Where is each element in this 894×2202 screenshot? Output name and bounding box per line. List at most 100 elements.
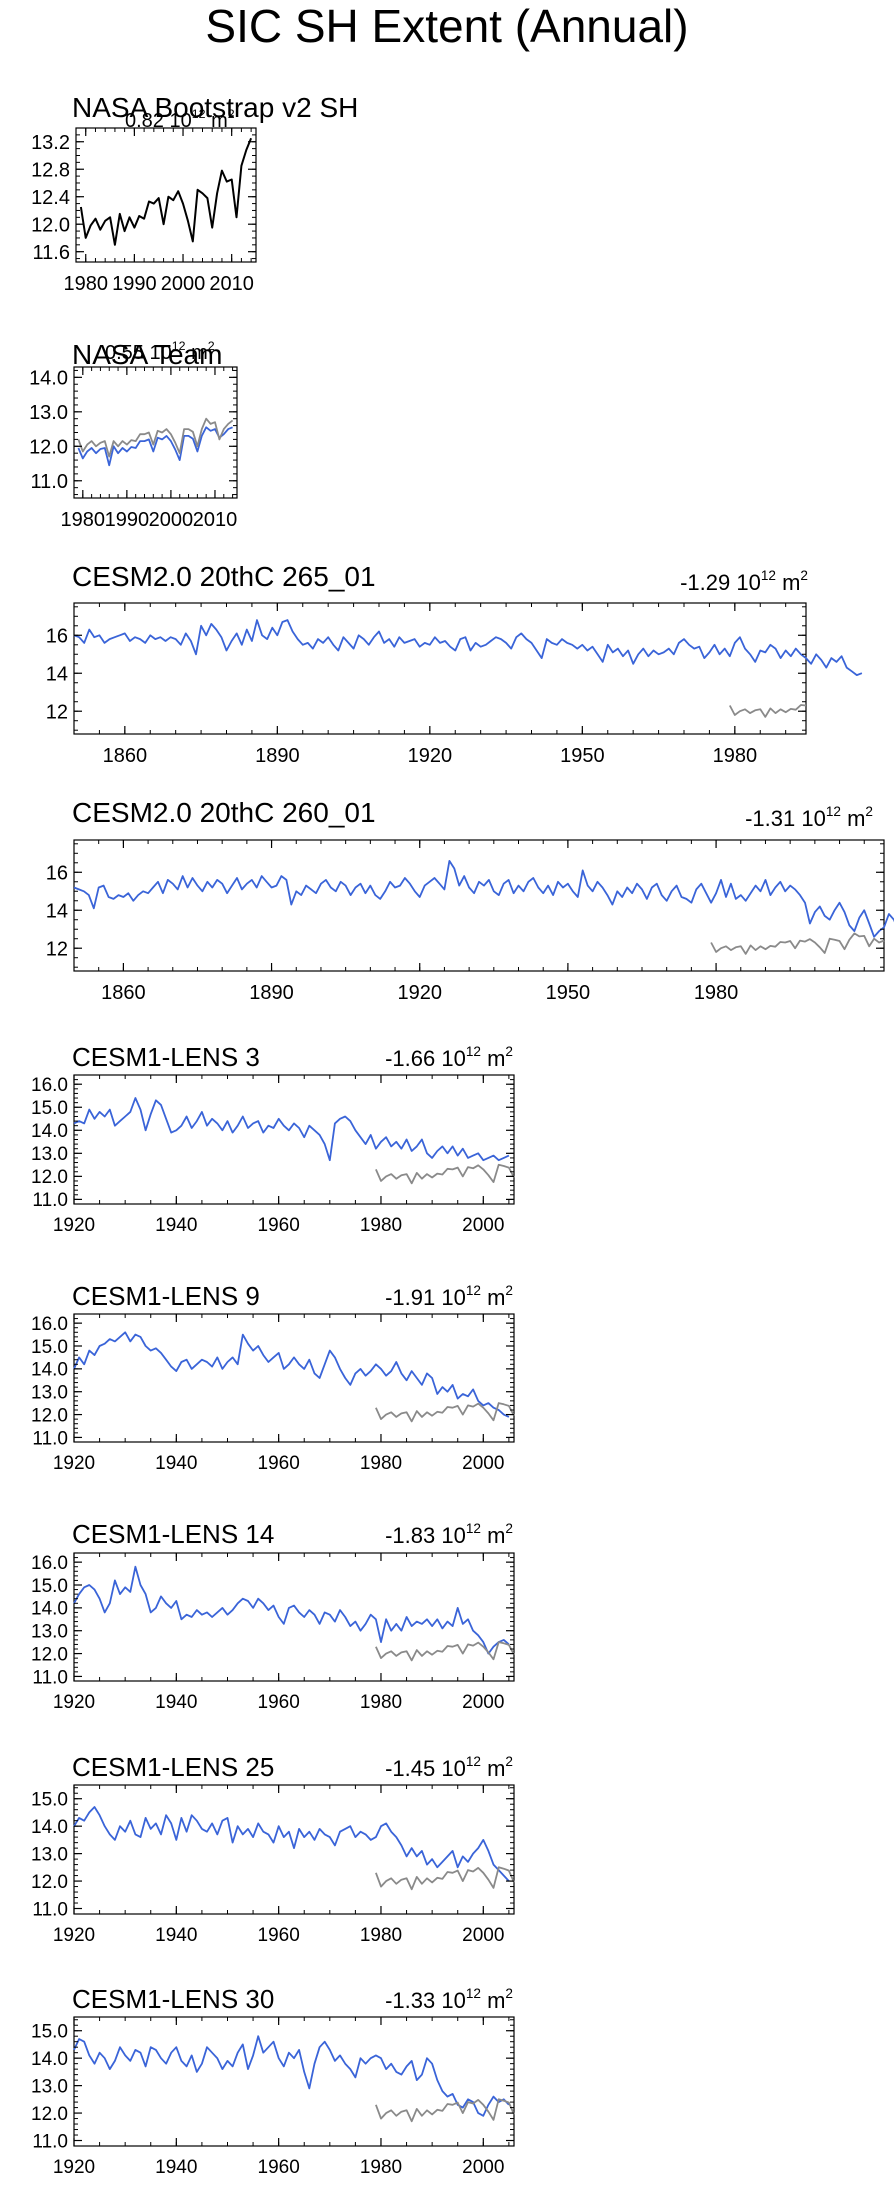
trend-annotation-part: 0.55 10 [105,342,172,364]
x-tick-label: 1890 [249,982,294,1004]
chart-title: CESM1-LENS 30 [72,1984,274,2014]
series-line-model [77,426,233,467]
trend-annotation-part: 2 [800,568,808,583]
y-tick-label: 12.0 [31,1872,68,1893]
trend-annotation-part: m [481,1046,505,1071]
trend-annotation-part: 0.82 10 [125,110,192,132]
y-tick-label: 15.0 [31,1337,68,1358]
y-tick-label: 12.0 [31,1167,68,1188]
trend-annotation-part: m [481,1523,505,1548]
series-line-model [73,1565,510,1655]
y-tick-label: 15.0 [31,1790,68,1811]
plot-frame [75,127,257,263]
x-tick-label: 1980 [360,2157,402,2178]
y-tick-label: 14.0 [31,1360,68,1381]
y-tick-label: 12 [46,938,68,960]
chart-title: NASA Bootstrap v2 SH [72,92,358,123]
trend-annotation: -1.66 1012 m2 [385,1044,513,1071]
trend-annotation-part: 2 [208,339,215,353]
trend-annotation-part: -1.33 10 [385,1988,466,2013]
x-tick-label: 1920 [53,1453,95,1474]
trend-annotation-part: -1.29 10 [680,570,761,595]
trend-annotation: -1.91 1012 m2 [385,1283,513,1310]
y-tick-label: 13.0 [31,1844,68,1865]
chart-title: CESM2.0 20thC 265_01 [72,561,376,592]
y-tick-label: 14.0 [31,2049,68,2070]
x-tick-label: 1940 [155,1453,197,1474]
y-tick-label: 11.6 [33,242,70,264]
y-tick-label: 11.0 [32,1899,68,1920]
chart-panel-3: 12 14 16 1860 1890 1920 1950 1980 CESM2.0 20thC … [46,561,863,767]
chart-panel-9: 11.0 12.0 13.0 14.0 15.0 1920 1940 1960 1980 2000… [31,1984,515,2178]
x-tick-label: 2000 [462,1692,504,1713]
x-tick-label: 1960 [258,1215,300,1236]
trend-annotation-part: -1.31 10 [745,806,826,831]
trend-annotation-part: m [481,1988,505,2013]
series-line-model [73,860,894,938]
plot-frame [73,1074,515,1205]
y-tick-label: 14 [46,900,68,922]
x-tick-label: 2010 [193,509,238,531]
y-tick-label: 11.0 [32,2131,68,2152]
y-tick-label: 14.0 [29,368,68,390]
chart-title: CESM2.0 20thC 260_01 [72,797,376,828]
trend-annotation: -1.33 1012 m2 [385,1986,513,2013]
y-tick-label: 14.0 [31,1817,68,1838]
y-tick-label: 16.0 [31,1553,68,1574]
x-tick-label: 2000 [149,509,194,531]
trend-annotation-part: 2 [505,1754,513,1769]
trend-annotation-part: 12 [466,1986,481,2001]
x-tick-label: 1960 [258,2157,300,2178]
x-tick-label: 2000 [462,1453,504,1474]
x-tick-label: 1860 [101,982,146,1004]
trend-annotation-part: 2 [505,1521,513,1536]
x-tick-label: 1860 [103,745,148,767]
y-tick-label: 14.0 [31,1599,68,1620]
chart-panel-6: 11.012.013.014.015.016.0 1920 1940 1960 1980… [31,1281,515,1474]
trend-annotation-part: -1.45 10 [385,1756,466,1781]
trend-annotation-part: -1.91 10 [385,1285,466,1310]
chart-panel-2: 11.0 12.0 13.0 14.0 1980 1990 2000 2010 NASA Tea… [29,339,238,531]
x-tick-label: 1940 [155,1925,197,1946]
series-line-model [73,1097,510,1162]
plot-frame [73,366,238,499]
x-tick-label: 1980 [63,273,108,295]
trend-annotation: 0.82 1012 m2 [125,107,235,132]
y-tick-label: 13.0 [31,1144,68,1165]
series-line-model [73,2035,510,2117]
trend-annotation-part: m [841,806,865,831]
trend-annotation: -1.83 1012 m2 [385,1521,513,1548]
x-tick-label: 1940 [155,2157,197,2178]
trend-annotation: -1.29 1012 m2 [680,568,808,595]
x-tick-label: 1920 [408,745,453,767]
y-tick-label: 11.0 [32,1428,68,1449]
chart-title: CESM1-LENS 3 [72,1042,260,1072]
x-tick-label: 2000 [462,1925,504,1946]
trend-annotation-part: m [481,1285,505,1310]
y-tick-label: 12.8 [31,159,70,181]
trend-annotation-part: -1.83 10 [385,1523,466,1548]
trend-annotation-part: 12 [761,568,776,583]
y-tick-label: 12.0 [31,2104,68,2125]
plot-frame [73,839,885,972]
plot-frame [73,2016,515,2147]
series-line-observations [729,704,807,718]
plot-frame [73,1784,515,1915]
y-tick-label: 14.0 [31,1121,68,1142]
series-line-model [73,1331,510,1418]
y-tick-label: 13.2 [31,132,70,154]
y-tick-label: 16 [46,862,68,884]
x-tick-label: 1990 [112,273,157,295]
series-line-observations [375,1402,515,1423]
chart-panel-4: 12 14 16 1860 1890 1920 1950 1980 CESM2.0 20thC … [46,797,894,1004]
x-tick-label: 1990 [105,509,150,531]
y-tick-label: 11.0 [32,1190,68,1211]
trend-annotation-part: 12 [466,1754,481,1769]
series-line-observations [375,2098,515,2123]
chart-panel-5: 11.012.013.014.015.016.0 1920 1940 1960 1980… [31,1042,515,1236]
y-tick-label: 12.0 [31,1644,68,1665]
series-line-observations [375,1641,515,1662]
x-tick-label: 1980 [360,1453,402,1474]
